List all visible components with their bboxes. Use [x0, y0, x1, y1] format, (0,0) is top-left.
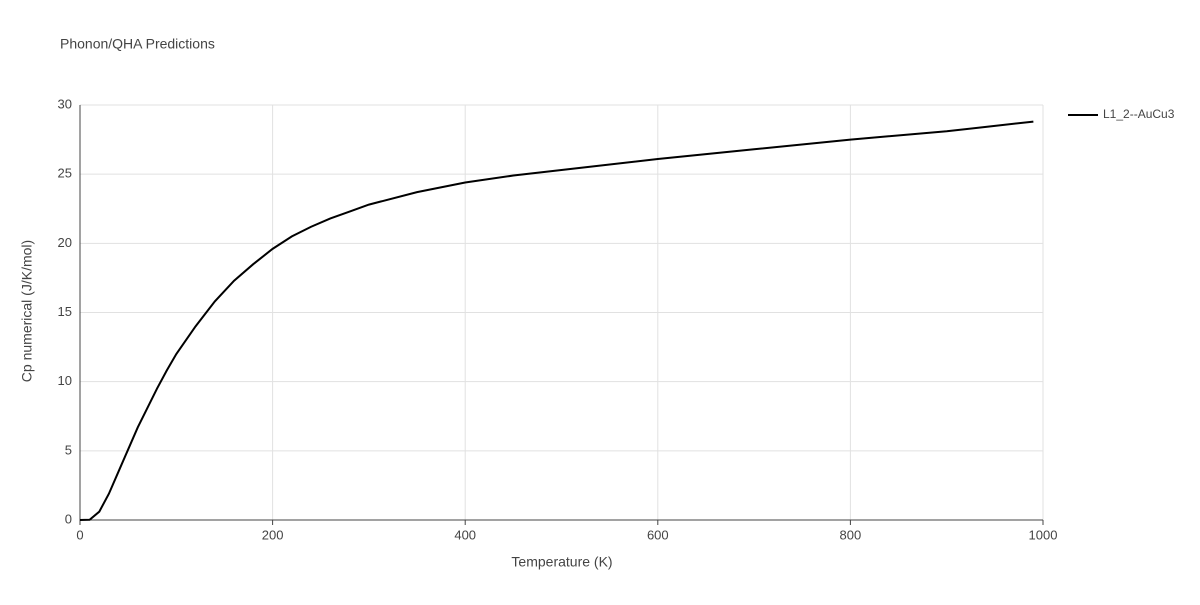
x-tick-label: 400: [454, 527, 476, 542]
y-axis-label: Cp numerical (J/K/mol): [19, 240, 35, 382]
y-tick-label: 25: [58, 166, 72, 181]
y-tick-label: 20: [58, 235, 72, 250]
y-tick-label: 15: [58, 304, 72, 319]
chart-title: Phonon/QHA Predictions: [60, 36, 215, 52]
x-tick-label: 600: [647, 527, 669, 542]
x-tick-label: 800: [840, 527, 862, 542]
x-tick-label: 200: [262, 527, 284, 542]
y-tick-label: 5: [65, 442, 72, 457]
x-tick-label: 0: [76, 527, 83, 542]
y-tick-label: 30: [58, 96, 72, 111]
x-tick-label: 1000: [1029, 527, 1058, 542]
data-line: [79, 120, 1034, 521]
y-tick-label: 0: [65, 511, 72, 526]
y-tick-label: 10: [58, 373, 72, 388]
x-axis-label: Temperature (K): [511, 554, 612, 570]
legend-label: L1_2--AuCu3: [1103, 107, 1175, 121]
